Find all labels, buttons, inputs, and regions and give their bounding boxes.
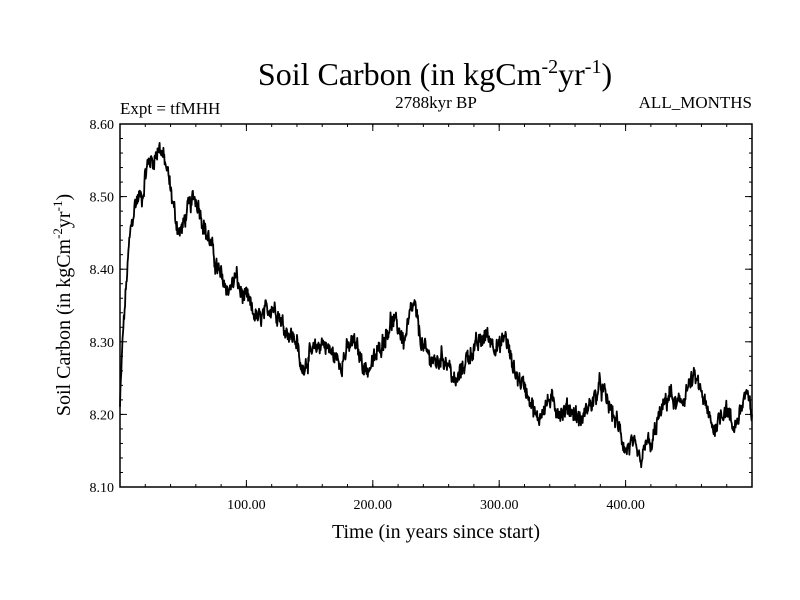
x-tick-label: 100.00 bbox=[227, 498, 266, 513]
x-axis-label: Time (in years since start) bbox=[332, 521, 540, 543]
subtitle-experiment: Expt = tfMHH bbox=[120, 99, 220, 118]
y-tick-label: 8.60 bbox=[90, 118, 115, 133]
x-axis: 100.00 200.00 300.00 400.00 bbox=[144, 124, 728, 513]
y-tick-label: 8.50 bbox=[90, 191, 115, 206]
series-layer bbox=[119, 141, 753, 469]
x-tick-label: 300.00 bbox=[480, 498, 519, 513]
subtitle-months: ALL_MONTHS bbox=[639, 93, 752, 112]
y-tick-label: 8.10 bbox=[90, 481, 115, 496]
y-axis: 8.10 8.20 8.30 8.40 8.50 8.60 bbox=[90, 118, 752, 496]
chart-title: Soil Carbon (in kgCm-2yr-1) bbox=[258, 56, 612, 92]
plot-frame bbox=[119, 123, 753, 488]
series-line-soil-carbon bbox=[119, 141, 753, 469]
y-tick-label: 8.40 bbox=[90, 263, 115, 278]
y-axis-label: Soil Carbon (in kgCm-2yr-1) bbox=[50, 194, 75, 416]
x-tick-label: 400.00 bbox=[606, 498, 645, 513]
x-tick-label: 200.00 bbox=[354, 498, 393, 513]
subtitle-period: 2788kyr BP bbox=[395, 93, 477, 112]
y-tick-label: 8.20 bbox=[90, 408, 115, 423]
y-tick-label: 8.30 bbox=[90, 336, 115, 351]
